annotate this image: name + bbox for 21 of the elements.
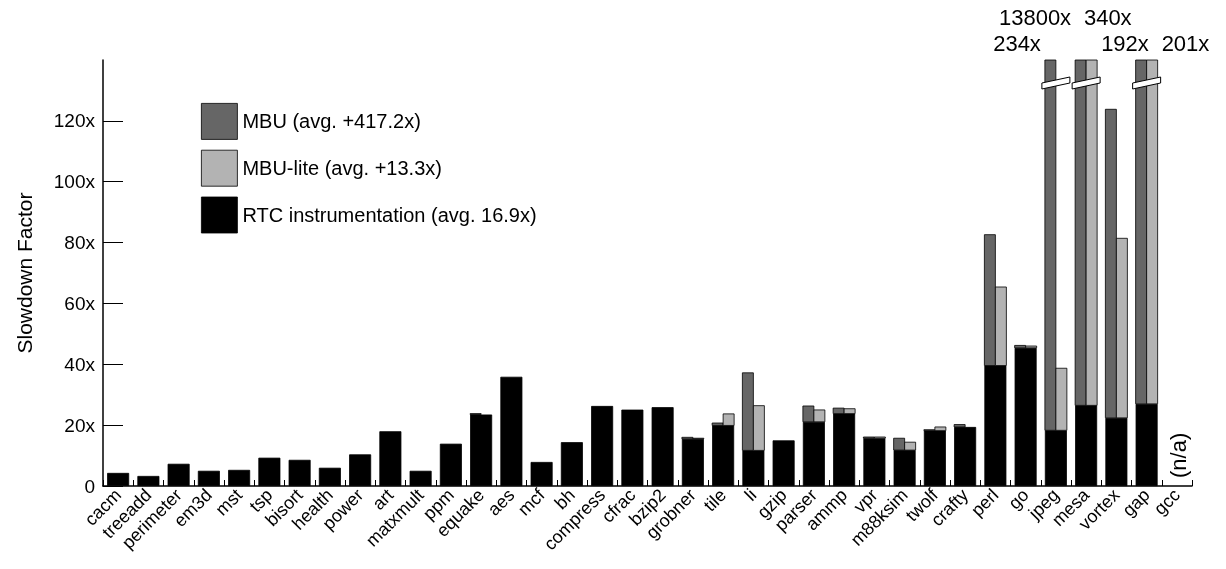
legend-label: MBU (avg. +417.2x) [242, 110, 421, 133]
text: 234x [993, 30, 1041, 56]
x-tick-label: gcc [1150, 484, 1184, 519]
x-tick-label: li [740, 484, 761, 505]
x-tick-label: mst [211, 484, 247, 520]
y-tick-label: 120x [53, 110, 96, 132]
x-tick-label: tile [699, 484, 731, 516]
y-tick-label: 100x [53, 171, 96, 193]
y-tick-label: 20x [64, 414, 96, 436]
y-tick-label: 60x [64, 292, 96, 314]
annotation: (n/a) [1166, 432, 1192, 478]
text: 201x [1161, 30, 1210, 56]
text: 340x [1083, 4, 1132, 30]
text: 13800x [998, 4, 1072, 30]
y-tick-label: 40x [64, 353, 96, 375]
y-tick-label: 0 [84, 475, 95, 497]
y-tick-label: 80x [64, 232, 96, 254]
legend-label: RTC instrumentation (avg. 16.9x) [242, 204, 537, 226]
text: 192x [1101, 30, 1149, 56]
legend-label: MBU-lite (avg. +13.3x) [242, 157, 442, 180]
y-axis-title: Slowdown Factor [13, 192, 36, 354]
